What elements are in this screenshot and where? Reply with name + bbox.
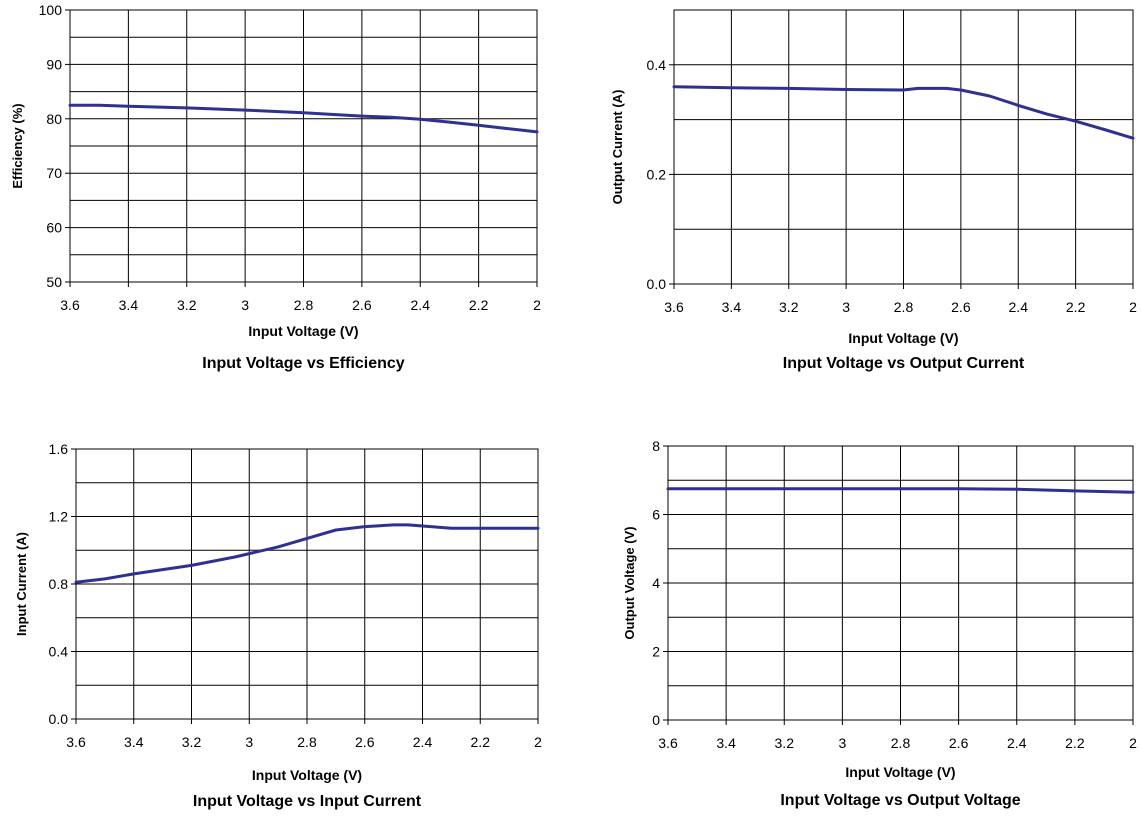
chart-title: Input Voltage vs Output Voltage xyxy=(780,792,1020,809)
x-tick-label: 2.8 xyxy=(894,299,914,315)
y-tick-label: 0.0 xyxy=(49,711,69,727)
y-tick-label: 2 xyxy=(652,644,660,660)
series-line xyxy=(68,103,539,134)
x-tick-label: 2.4 xyxy=(413,734,433,750)
x-tick-label: 2.6 xyxy=(355,734,375,750)
y-tick-label: 1.6 xyxy=(49,441,69,457)
x-tick-label: 3.6 xyxy=(664,299,684,315)
x-tick-label: 3.4 xyxy=(722,299,742,315)
x-tick-label: 2 xyxy=(533,297,541,313)
x-tick-label: 2.2 xyxy=(1066,299,1086,315)
chart-title: Input Voltage vs Output Current xyxy=(783,355,1025,372)
x-tick-label: 2.8 xyxy=(297,734,317,750)
chart-panel-1: 50 60 70 80 90 100 3.6 3.4 3.2 3 2.8 2.6 2.4 2.2 2 Inpu… xyxy=(10,2,541,372)
x-tick-label: 3.2 xyxy=(177,297,197,313)
x-tick-label: 2.4 xyxy=(1007,735,1027,751)
y-tick-label: 100 xyxy=(39,2,63,18)
x-tick-label: 3 xyxy=(838,735,846,751)
x-tick-label: 2.6 xyxy=(352,297,372,313)
x-axis-label: Input Voltage (V) xyxy=(252,767,362,783)
y-tick-label: 0.8 xyxy=(49,576,69,592)
y-tick-label: 0.4 xyxy=(647,57,667,73)
y-tick-label: 70 xyxy=(46,165,62,181)
y-tick-label: 0.4 xyxy=(49,644,69,660)
x-tick-label: 2.6 xyxy=(951,299,971,315)
x-axis-label: Input Voltage (V) xyxy=(845,764,955,780)
x-tick-label: 3.6 xyxy=(60,297,80,313)
chart-title: Input Voltage vs Efficiency xyxy=(202,355,405,372)
y-tick-label: 0 xyxy=(652,712,660,728)
x-tick-label: 2.2 xyxy=(469,297,489,313)
series-line xyxy=(74,523,540,584)
y-tick-label: 4 xyxy=(652,575,660,591)
chart-panel-3: 0.0 0.4 0.8 1.2 1.6 3.6 3.4 3.2 3 2.8 2.6 2.4 2.2 2 In… xyxy=(14,441,542,810)
x-tick-label: 2.2 xyxy=(1065,735,1085,751)
series-line xyxy=(672,85,1135,140)
y-tick-label: 90 xyxy=(46,56,62,72)
y-tick-label: 6 xyxy=(652,507,660,523)
y-tick-label: 60 xyxy=(46,220,62,236)
chart-panel-2: 0.0 0.2 0.4 3.6 3.4 3.2 3 2.8 2.6 2.4 2.2 2 Input Vo… xyxy=(610,9,1137,372)
x-axis-label: Input Voltage (V) xyxy=(248,323,358,339)
y-axis-label: Input Current (A) xyxy=(14,532,29,636)
x-tick-label: 2.8 xyxy=(294,297,314,313)
x-tick-label: 3.4 xyxy=(124,734,144,750)
x-tick-label: 3 xyxy=(245,734,253,750)
x-axis-label: Input Voltage (V) xyxy=(848,330,958,346)
x-tick-label: 3.4 xyxy=(716,735,736,751)
x-tick-label: 2 xyxy=(1129,299,1137,315)
x-tick-label: 3.2 xyxy=(182,734,202,750)
y-tick-label: 8 xyxy=(652,438,660,454)
y-axis-label: Output Current (A) xyxy=(610,90,625,205)
chart-title: Input Voltage vs Input Current xyxy=(193,793,422,810)
x-tick-label: 3.6 xyxy=(66,734,86,750)
y-tick-label: 0.2 xyxy=(647,166,667,182)
y-axis-label: Efficiency (%) xyxy=(10,103,25,188)
x-tick-label: 3.4 xyxy=(119,297,139,313)
y-axis-label: Output Voltage (V) xyxy=(622,526,637,639)
x-tick-label: 2 xyxy=(534,734,542,750)
x-tick-label: 3 xyxy=(842,299,850,315)
x-tick-label: 2.8 xyxy=(891,735,911,751)
x-tick-label: 2.4 xyxy=(1009,299,1029,315)
y-tick-label: 50 xyxy=(46,274,62,290)
y-tick-label: 1.2 xyxy=(49,509,69,525)
x-tick-label: 2 xyxy=(1129,735,1137,751)
chart-panel-4: 0 2 4 6 8 3.6 3.4 3.2 3 2.8 2.6 2.4 2.2 2 Input Voltag… xyxy=(622,438,1137,809)
series-line xyxy=(666,487,1135,494)
x-tick-label: 2.2 xyxy=(471,734,491,750)
x-tick-label: 2.4 xyxy=(411,297,431,313)
y-tick-label: 80 xyxy=(46,111,62,127)
x-tick-label: 3 xyxy=(241,297,249,313)
x-tick-label: 3.6 xyxy=(658,735,678,751)
y-tick-label: 0.0 xyxy=(647,276,667,292)
x-tick-label: 3.2 xyxy=(775,735,795,751)
x-tick-label: 2.6 xyxy=(949,735,969,751)
x-tick-label: 3.2 xyxy=(779,299,799,315)
